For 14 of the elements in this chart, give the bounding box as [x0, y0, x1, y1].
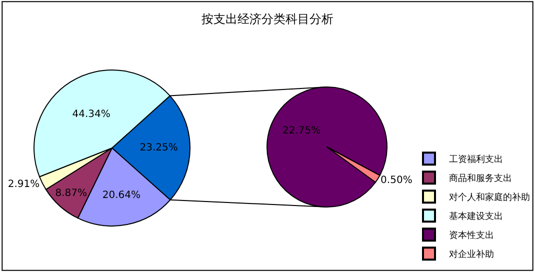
- chart-title: 按支出经济分类科目分析: [202, 12, 334, 26]
- data-label: 20.64%: [102, 190, 140, 202]
- legend-label: 对企业补助: [449, 249, 494, 260]
- data-label: 0.50%: [380, 174, 412, 186]
- legend-label: 商品和服务支出: [449, 173, 512, 184]
- data-label: 8.87%: [55, 188, 87, 199]
- data-label: 23.25%: [140, 142, 178, 154]
- legend-label: 基本建设支出: [449, 211, 503, 222]
- data-label: 44.34%: [72, 109, 110, 120]
- data-label: 2.91%: [8, 178, 40, 190]
- data-label: 22.75%: [282, 126, 321, 137]
- legend-label: 对个人和家庭的补助: [449, 192, 530, 204]
- legend-label: 资本性支出: [449, 230, 494, 242]
- legend-label: 工资福利支出: [449, 154, 503, 166]
